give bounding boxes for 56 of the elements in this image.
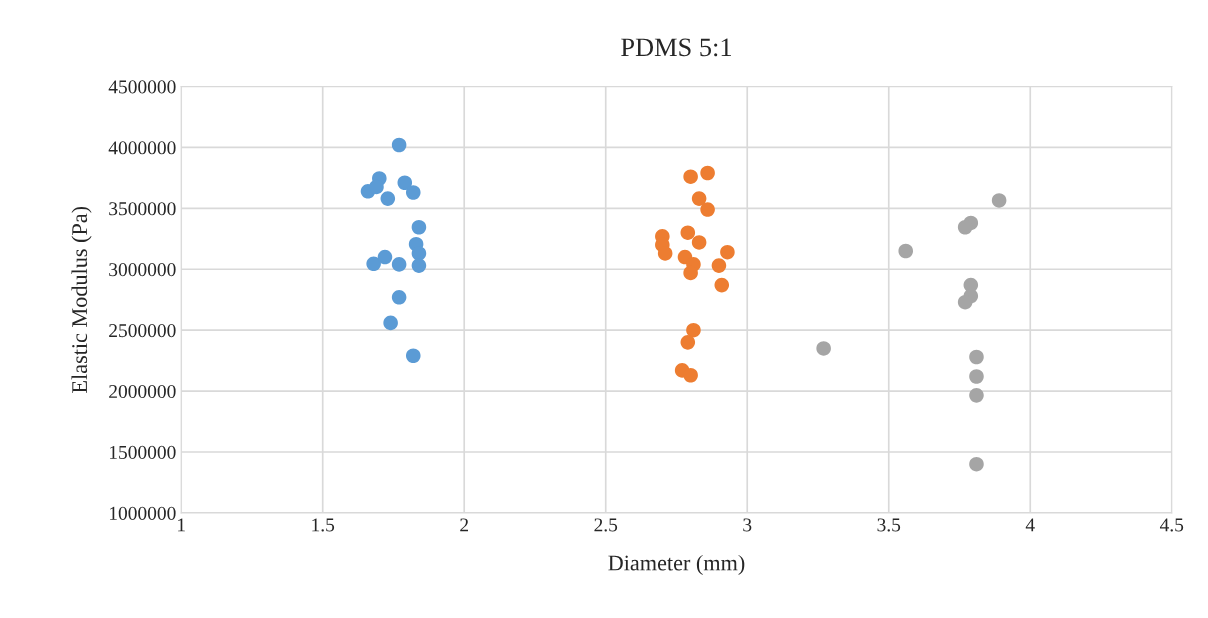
point: [391, 137, 407, 153]
point: [700, 165, 715, 181]
point: [991, 193, 1007, 208]
x-tick-label: 2: [460, 518, 469, 532]
x-tick-label: 4.5: [1159, 518, 1184, 532]
y-tick-label: 2500000: [109, 324, 176, 338]
point: [680, 225, 696, 240]
point: [411, 246, 427, 261]
point: [714, 277, 730, 293]
y-tick-label: 3500000: [109, 202, 176, 216]
x-tick-label: 1.5: [312, 518, 335, 532]
y-tick-label: 2000000: [109, 384, 176, 399]
point: [691, 235, 707, 250]
point: [969, 456, 984, 472]
x-tick-label: 1: [178, 518, 185, 532]
chart-title: PDMS 5:1: [621, 38, 731, 57]
point: [683, 169, 698, 184]
y-tick-label: 3000000: [109, 263, 176, 277]
point: [686, 322, 701, 338]
x-axis-title: Diameter (mm): [608, 554, 745, 576]
point: [369, 179, 384, 195]
point: [683, 367, 698, 383]
point: [969, 388, 984, 403]
point: [720, 244, 735, 260]
point: [969, 369, 984, 384]
point: [969, 349, 984, 365]
point: [691, 191, 707, 206]
point: [700, 202, 715, 217]
point: [383, 315, 398, 331]
y-tick-label: 1000000: [109, 506, 176, 520]
point: [683, 265, 698, 281]
y-tick-label: 4000000: [108, 141, 176, 155]
y-tick-label: 1500000: [109, 445, 176, 459]
point: [397, 175, 413, 191]
x-tick-label: 3: [743, 518, 752, 532]
y-tick-label: 4500000: [108, 80, 176, 94]
point: [957, 294, 973, 310]
point: [405, 185, 421, 200]
point: [380, 191, 396, 206]
point: [391, 257, 407, 272]
point: [405, 348, 421, 364]
x-tick-label: 4: [1025, 518, 1035, 532]
point: [411, 219, 427, 235]
point: [898, 243, 914, 259]
point: [377, 249, 393, 265]
x-tick-label: 3.5: [877, 518, 901, 532]
point: [680, 335, 696, 350]
point: [711, 258, 727, 273]
point: [816, 341, 831, 356]
y-axis-title: Elastic Modulus (Pa): [71, 206, 92, 393]
point: [366, 256, 381, 272]
point: [957, 219, 973, 235]
x-tick-label: 2.5: [594, 518, 618, 532]
point: [391, 290, 407, 305]
point: [411, 258, 427, 273]
point: [657, 246, 673, 261]
